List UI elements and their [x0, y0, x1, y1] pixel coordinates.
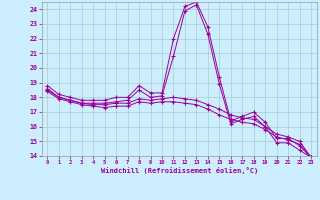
X-axis label: Windchill (Refroidissement éolien,°C): Windchill (Refroidissement éolien,°C) — [100, 167, 258, 174]
